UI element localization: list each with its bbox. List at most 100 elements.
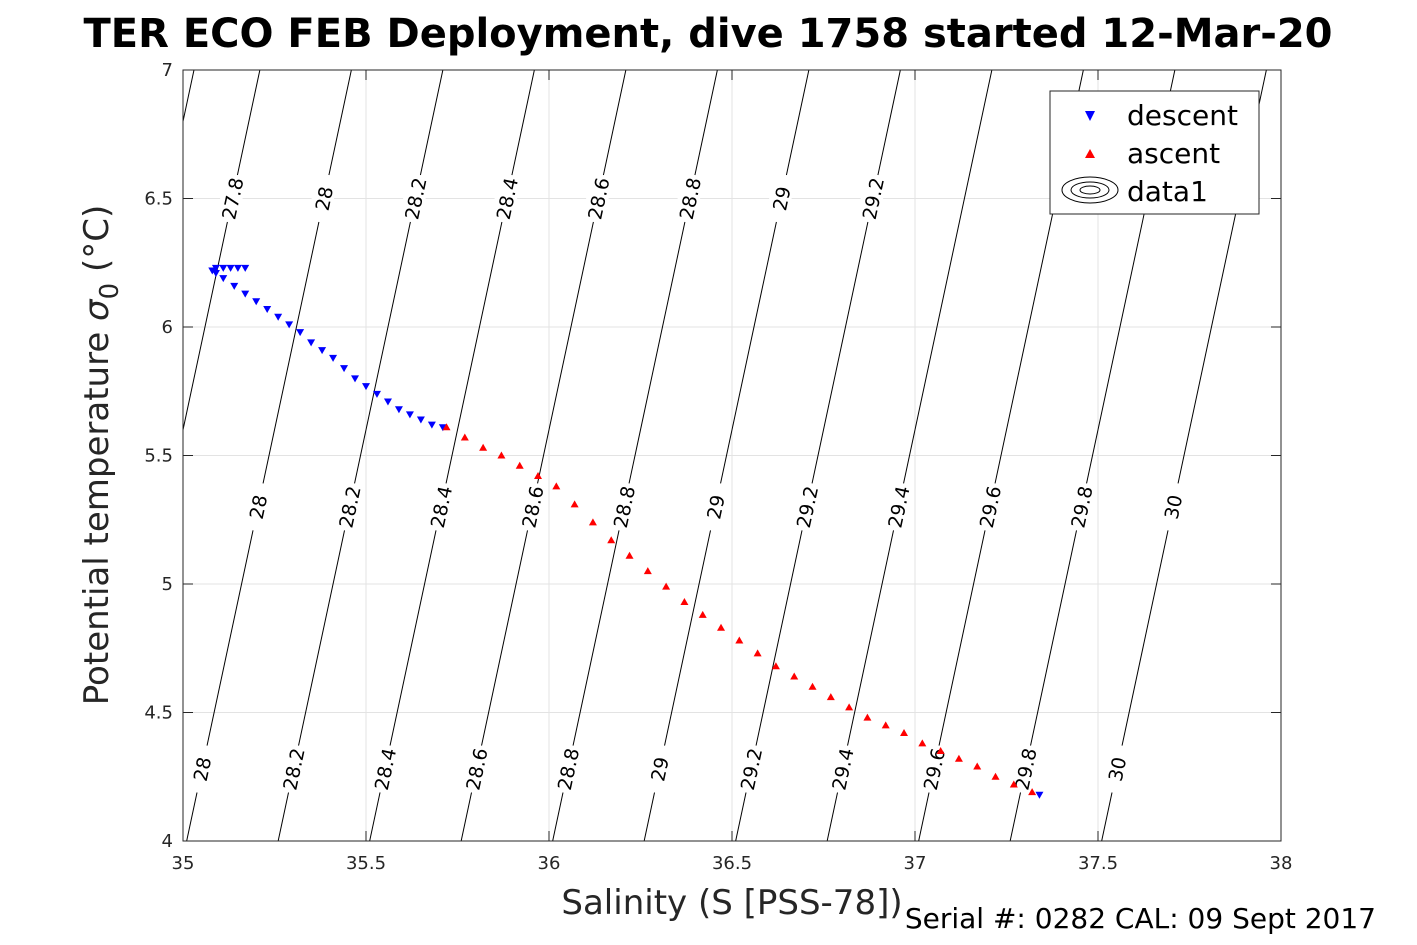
legend-descent-label: descent [1127,99,1238,132]
descent-marker [208,267,217,275]
descent-marker [241,264,250,272]
contour-label-bg [973,480,1005,533]
contour-label-bg [917,743,949,795]
descent-marker [274,313,283,321]
contour-label-bg [825,743,858,795]
density-contours: 27.627.827.827.828282828.228.228.228.428… [183,70,1267,841]
legend: descent ascent data1 [1049,90,1260,215]
contour-label-bg [734,743,766,795]
contour-label-bg [790,480,822,533]
contour-label-text: 28 [312,185,339,213]
contour-label: 28 [241,480,273,533]
contour-label-text: 30 [1105,755,1132,783]
ascent-marker [662,582,671,590]
y-tick-label: 5.5 [144,446,173,467]
ascent-marker [936,747,945,755]
y-axis-label-text: Potential temperature [77,332,117,705]
contour-label-text: 29 [769,185,796,213]
ascent-marker [643,567,652,575]
y-axis-label: Potential temperature σ0 (°C) [77,205,125,705]
density-contour-line [826,70,993,841]
axis-ticks: 35 35.5 36 36.5 37 37.5 38 4 4.5 5 5.5 6 6.5 7 [144,60,1292,874]
ascent-marker [753,649,762,657]
y-tick-label: 7 [162,60,173,81]
contour-label: 28.6 [515,480,549,533]
descent-marker [438,424,447,432]
contour-label-bg [856,172,888,225]
contour-label: 30 [1156,480,1188,533]
ascent-marker [771,662,780,670]
y-tick-label: 6 [162,317,173,338]
x-tick-label: 36.5 [712,853,752,874]
ascent-marker [534,472,543,480]
contour-label: 28.8 [551,743,584,795]
contour-label-bg [1156,480,1188,533]
ascent-marker [607,536,616,544]
y-axis-label-group: Potential temperature σ0 (°C) [77,205,125,705]
ascent-marker [790,672,799,680]
descent-marker [405,411,414,419]
contour-label-bg [241,480,273,533]
ascent-marker [460,433,469,441]
legend-ascent-label: ascent [1127,137,1220,170]
contour-label-bg [332,480,365,533]
contour-label: 29.2 [856,172,889,225]
contour-label-bg [673,172,705,225]
contour-label-bg [881,480,914,533]
y-tick-label: 4 [162,831,173,852]
contour-label-bg [276,743,309,795]
y-axis-label-spacer [77,272,117,283]
contour-label: 28 [307,172,339,225]
descent-marker [219,275,228,283]
contour-label: 29 [642,743,675,795]
contour-label-bg [551,743,583,795]
contour-label-bg [1100,743,1132,795]
ascent-marker [717,623,726,631]
legend-ascent-marker [1085,149,1095,158]
descent-marker [394,406,403,414]
x-tick-label: 37.5 [1078,853,1118,874]
contour-label-bg [764,172,797,225]
ascent-marker [497,451,506,459]
ascent-marker [515,461,524,469]
contour-label-text: 28 [246,493,273,521]
y-axis-label-symbol: σ [77,298,117,321]
descent-marker [318,347,327,355]
serial-cal-footer: Serial #: 0282 CAL: 09 Sept 2017 [905,902,1376,935]
contour-label: 29 [698,480,731,533]
ascent-marker [863,713,872,721]
ascent-marker [808,682,817,690]
ascent-marker [625,551,634,559]
ascent-marker [845,703,854,711]
contour-label: 28.6 [459,743,493,795]
contour-label: 30 [1100,743,1132,795]
contour-label: 28 [185,743,217,795]
x-tick-label: 35 [172,853,195,874]
y-tick-label: 4.5 [144,703,173,724]
contour-label-text: 28 [190,755,217,783]
contour-label: 29.8 [1064,480,1098,533]
contour-label-bg [459,743,492,795]
x-tick-label: 35.5 [346,853,386,874]
legend-data1-label: data1 [1127,175,1208,208]
contour-icon [1061,176,1119,204]
contour-label-bg [307,172,339,225]
chart-title: TER ECO FEB Deployment, dive 1758 starte… [83,11,1332,57]
y-axis-label-unit: (°C) [77,205,117,272]
descent-marker [351,375,360,383]
contour-label-bg [581,172,614,225]
y-tick-label: 5 [162,574,173,595]
descent-marker [340,365,349,373]
descent-marker [252,298,261,306]
contour-label-bg [185,743,217,795]
ascent-marker [826,693,835,701]
descent-marker [329,354,338,362]
contour-label-bg [515,480,548,533]
ascent-marker [991,772,1000,780]
ascent-marker [570,500,579,508]
ascent-marker [698,610,707,618]
ascent-marker [954,754,963,762]
descent-marker [211,270,220,278]
descent-marker [230,282,239,290]
contour-label-bg [1064,480,1097,533]
